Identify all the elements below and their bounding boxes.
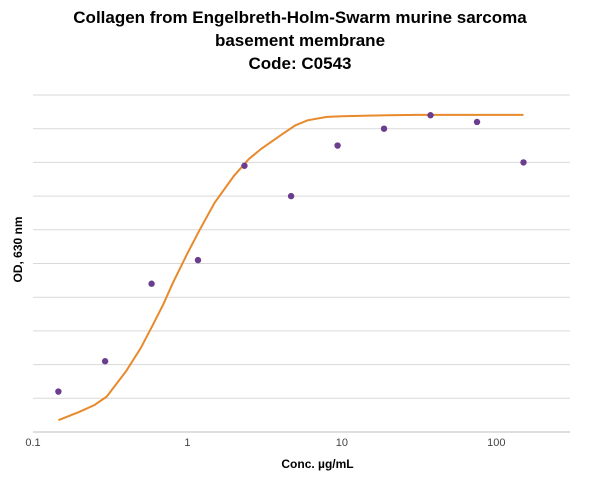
grid-lines (33, 94, 570, 399)
x-tick-label: 10 (336, 437, 348, 449)
x-tick-label: 0.1 (25, 437, 40, 449)
y-axis-label: OD, 630 nm (11, 216, 25, 282)
data-point (427, 112, 434, 119)
data-point (334, 142, 341, 149)
chart-title-line-3: Code: C0543 (248, 54, 352, 73)
chart-title: Collagen from Engelbreth-Holm-Swarm muri… (0, 6, 600, 75)
data-point (101, 358, 109, 365)
chart-title-line-1: Collagen from Engelbreth-Holm-Swarm muri… (73, 8, 527, 27)
data-point (473, 118, 481, 126)
data-point (287, 192, 295, 200)
x-axis-label: Conc. µg/mL (281, 457, 353, 471)
data-point (380, 125, 388, 132)
x-tick-label: 1 (184, 437, 190, 449)
data-point (520, 159, 527, 166)
data-point (241, 162, 248, 169)
data-point (55, 388, 62, 395)
x-tick-labels: 0.1 1 10 100 (25, 437, 505, 449)
data-point (194, 256, 202, 264)
fit-curve-line (58, 113, 524, 422)
chart-title-line-2: basement membrane (214, 31, 386, 50)
x-tick-label: 100 (487, 437, 505, 449)
data-points (55, 112, 527, 395)
data-point (148, 280, 155, 287)
